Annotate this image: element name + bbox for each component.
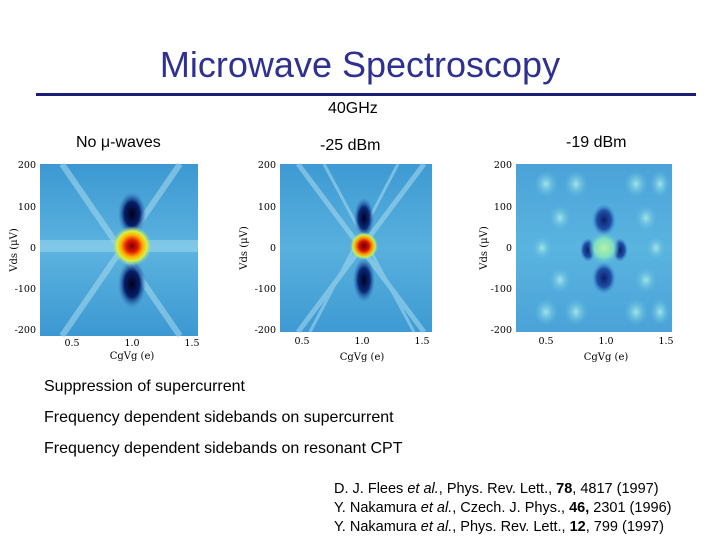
- y-tick: -100: [15, 284, 36, 295]
- reference-item: Y. Nakamura et al., Czech. J. Phys., 46,…: [334, 500, 672, 516]
- frequency-label: 40GHz: [328, 100, 378, 117]
- reference-item: D. J. Flees et al., Phys. Rev. Lett., 78…: [334, 481, 659, 497]
- colormap-plot-minus19dbm: 200 100 0 -100 -200 0.5 1.0 1.5 CgVg (e)…: [470, 158, 685, 368]
- y-tick: 200: [258, 160, 276, 171]
- y-tick: -200: [491, 325, 512, 336]
- y-tick: 100: [18, 202, 36, 213]
- y-tick: -100: [491, 284, 512, 295]
- y-tick: 200: [18, 160, 36, 171]
- colormap-plot-minus25dbm: 200 100 0 -100 -200 0.5 1.0 1.5 CgVg (e)…: [234, 158, 444, 368]
- x-tick: 1.5: [184, 338, 199, 349]
- y-tick: 100: [258, 202, 276, 213]
- x-axis-label: CgVg (e): [110, 351, 155, 362]
- y-axis-label: Vds (μV): [479, 226, 490, 271]
- finding-item: Frequency dependent sidebands on resonan…: [44, 440, 403, 457]
- panel-label-minus19dbm: -19 dBm: [566, 134, 627, 151]
- panel-label-no-microwaves: No μ-waves: [76, 134, 161, 151]
- y-tick: 100: [494, 202, 512, 213]
- reference-item: Y. Nakamura et al., Phys. Rev. Lett., 12…: [334, 519, 664, 535]
- x-axis-label: CgVg (e): [584, 352, 629, 363]
- y-tick: 200: [494, 160, 512, 171]
- finding-item: Frequency dependent sidebands on supercu…: [44, 409, 394, 426]
- y-tick: 0: [30, 243, 36, 254]
- y-axis-label: Vds (μV): [239, 226, 250, 271]
- x-tick: 1.5: [658, 336, 673, 347]
- x-axis-label: CgVg (e): [340, 352, 385, 363]
- y-tick: 0: [506, 243, 512, 254]
- finding-item: Suppression of supercurrent: [44, 378, 245, 395]
- y-axis-label: Vds (μV): [9, 228, 20, 273]
- x-tick: 0.5: [294, 336, 309, 347]
- x-tick: 1.0: [124, 338, 139, 349]
- x-tick: 0.5: [538, 336, 553, 347]
- slide-title: Microwave Spectroscopy: [159, 44, 561, 85]
- x-tick: 1.0: [354, 336, 369, 347]
- x-tick: 0.5: [64, 338, 79, 349]
- title-underline: [36, 93, 696, 96]
- y-tick: -200: [15, 325, 36, 336]
- colormap-plot-no-microwaves: 200 100 0 -100 -200 0.5 1.0 1.5 CgVg (e)…: [2, 156, 212, 366]
- y-tick: -100: [255, 284, 276, 295]
- x-tick: 1.5: [414, 336, 429, 347]
- y-tick: -200: [255, 325, 276, 336]
- y-tick: 0: [270, 243, 276, 254]
- findings-list: Suppression of supercurrent Frequency de…: [44, 378, 402, 471]
- references: D. J. Flees et al., Phys. Rev. Lett., 78…: [334, 480, 671, 537]
- x-tick: 1.0: [598, 336, 613, 347]
- panel-label-minus25dbm: -25 dBm: [320, 137, 381, 154]
